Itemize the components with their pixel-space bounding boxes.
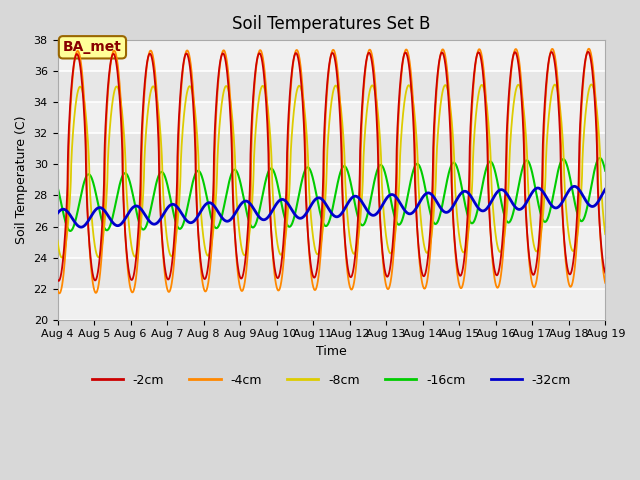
Y-axis label: Soil Temperature (C): Soil Temperature (C) — [15, 116, 28, 244]
Bar — [58, 133, 605, 165]
Text: BA_met: BA_met — [63, 40, 122, 54]
Title: Soil Temperatures Set B: Soil Temperatures Set B — [232, 15, 431, 33]
X-axis label: Time: Time — [316, 345, 347, 358]
Bar — [58, 195, 605, 227]
Legend: -2cm, -4cm, -8cm, -16cm, -32cm: -2cm, -4cm, -8cm, -16cm, -32cm — [86, 369, 576, 392]
Bar — [58, 258, 605, 288]
Bar — [58, 71, 605, 102]
